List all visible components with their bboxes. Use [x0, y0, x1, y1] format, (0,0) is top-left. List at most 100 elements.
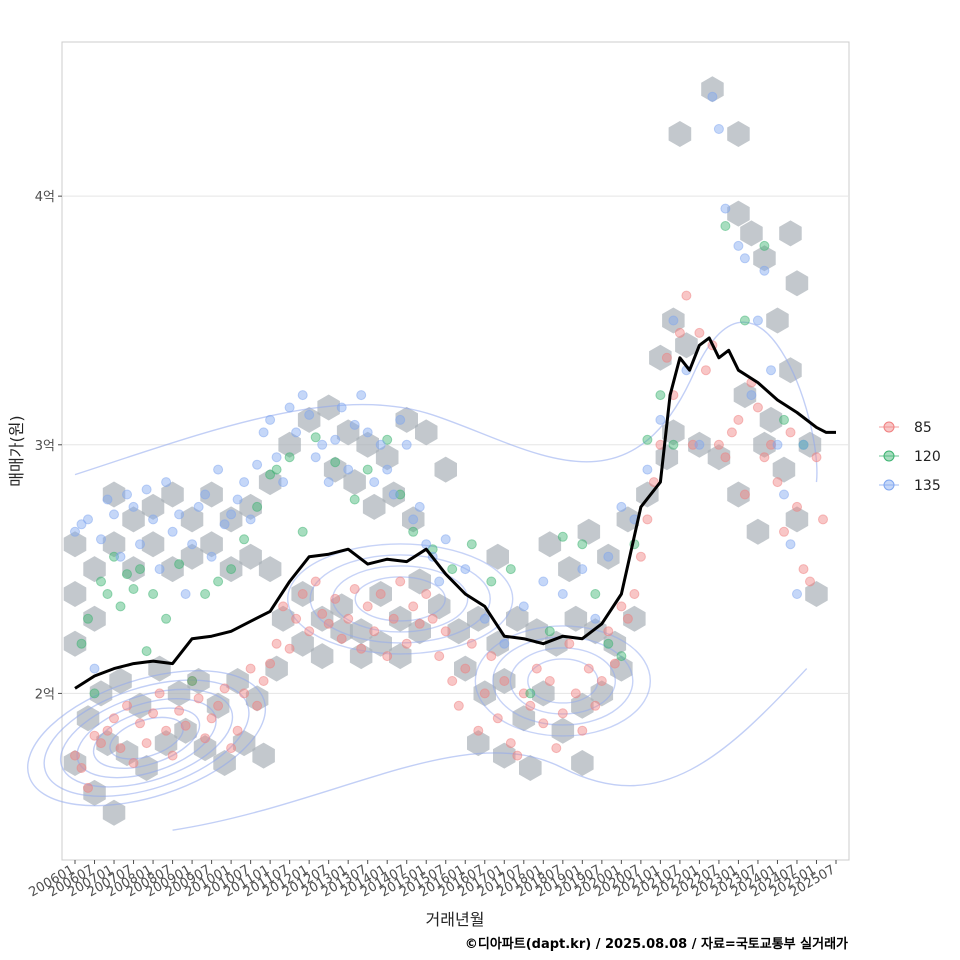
data-point-85	[96, 738, 106, 749]
hex-density-layer	[63, 76, 828, 826]
data-point-85	[375, 589, 386, 599]
density-contour	[74, 321, 818, 483]
data-point-85	[674, 327, 685, 338]
data-point-120	[141, 646, 152, 657]
data-point-120	[779, 414, 789, 425]
y-tick-label: 4억	[35, 190, 55, 205]
data-point-85	[798, 564, 809, 575]
hex-cell	[141, 531, 165, 558]
hex-cell	[577, 518, 601, 545]
data-point-120	[720, 221, 731, 231]
data-point-120	[505, 564, 516, 575]
data-point-85	[356, 643, 367, 654]
hex-cell	[356, 431, 379, 458]
data-point-135	[759, 265, 770, 276]
data-point-85	[258, 676, 269, 686]
data-point-85	[219, 683, 230, 694]
hex-cell	[382, 481, 405, 508]
data-point-135	[167, 526, 178, 537]
hex-cell	[369, 581, 392, 607]
data-point-85	[330, 593, 341, 604]
hex-cell	[779, 357, 802, 384]
hex-cell	[63, 531, 87, 558]
data-point-85	[648, 477, 659, 488]
data-point-120	[544, 626, 555, 637]
hex-cell	[96, 730, 119, 757]
hex-cell	[746, 518, 770, 545]
hex-cell	[434, 456, 457, 483]
data-point-85	[473, 725, 484, 736]
data-point-85	[603, 626, 614, 637]
data-point-85	[577, 725, 588, 736]
data-point-135	[395, 414, 406, 425]
data-point-135	[694, 439, 705, 450]
hex-cell	[245, 685, 269, 712]
data-point-135	[362, 427, 373, 438]
data-point-135	[746, 390, 757, 401]
hex-cell	[772, 456, 796, 483]
hex-cell	[493, 742, 516, 769]
data-point-135	[219, 519, 230, 530]
hex-cell	[200, 481, 223, 508]
data-point-85	[369, 626, 380, 637]
data-point-135	[213, 464, 224, 475]
hex-cell	[616, 506, 640, 533]
density-contour	[59, 688, 234, 788]
data-point-85	[141, 738, 152, 749]
data-point-120	[174, 559, 185, 570]
data-point-135	[479, 613, 490, 624]
data-point-120	[252, 501, 263, 512]
data-point-85	[609, 658, 620, 669]
data-point-135	[577, 564, 588, 575]
hex-cell	[336, 419, 360, 446]
data-point-85	[512, 750, 523, 761]
hex-cell	[362, 493, 386, 520]
hex-cell	[369, 630, 392, 657]
data-point-85	[811, 452, 822, 463]
hex-cell	[525, 618, 549, 645]
legend-key-dot	[883, 479, 895, 491]
density-contour-layer	[27, 321, 818, 831]
data-point-85	[297, 589, 308, 599]
data-point-135	[343, 464, 354, 475]
data-point-135	[148, 514, 159, 525]
data-point-135	[590, 613, 601, 624]
density-contour	[474, 625, 652, 737]
data-point-85	[486, 651, 497, 662]
hex-cell	[122, 506, 145, 533]
data-point-135	[330, 434, 341, 445]
data-point-85	[109, 713, 119, 724]
data-point-120	[187, 676, 198, 686]
hex-cell	[454, 655, 477, 682]
hex-cell	[785, 506, 809, 533]
hex-cell	[297, 406, 321, 433]
data-point-135	[499, 638, 510, 649]
hex-cell	[375, 444, 399, 471]
data-point-85	[343, 613, 354, 624]
data-point-135	[187, 539, 198, 550]
hex-cell	[805, 581, 828, 607]
data-point-120	[200, 589, 211, 599]
hex-cell	[447, 618, 470, 645]
hex-cell	[506, 605, 529, 632]
data-point-135	[616, 501, 627, 512]
data-point-120	[213, 576, 224, 587]
data-point-85	[271, 638, 282, 649]
data-point-120	[122, 569, 132, 580]
data-point-85	[174, 705, 185, 716]
hex-cell	[571, 750, 594, 776]
data-point-135	[70, 526, 80, 537]
data-point-85	[310, 576, 321, 587]
density-contour	[27, 670, 267, 807]
data-point-85	[239, 688, 250, 699]
data-point-85	[388, 613, 399, 624]
data-point-85	[336, 633, 347, 644]
hex-cell	[753, 245, 776, 272]
density-contour	[309, 554, 491, 644]
data-point-85	[180, 720, 191, 731]
hex-cell	[779, 220, 802, 247]
data-point-135	[792, 589, 802, 599]
data-point-120	[148, 589, 159, 599]
data-point-85	[135, 718, 145, 729]
hex-cell	[317, 394, 340, 421]
